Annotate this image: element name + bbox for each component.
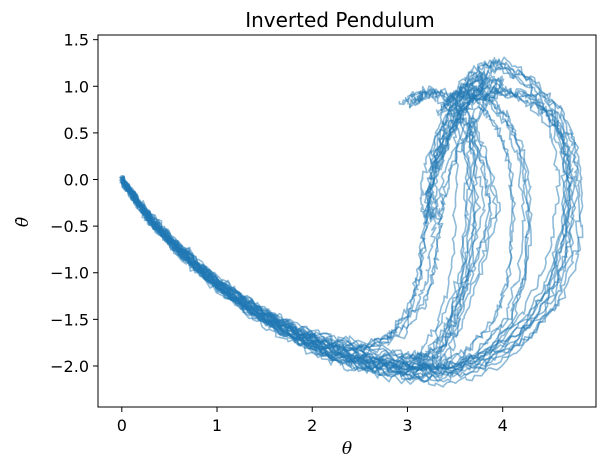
plot-area [118,56,584,388]
y-tick-label: 1.5 [64,31,89,50]
x-tick-label: 1 [212,416,222,435]
y-tick-label: −0.5 [50,217,89,236]
trajectory-line [119,85,486,369]
y-tick-label: −1.0 [50,264,89,283]
y-axis-label: θ̇ [13,217,33,227]
y-axis-ticks: 1.5 1.0 0.5 0.0 −0.5 −1.0 −1.5 −2.0 [50,31,98,376]
trajectory-line [119,59,572,383]
trajectory-line [122,63,574,375]
x-tick-label: 4 [498,416,508,435]
x-tick-label: 2 [307,416,317,435]
trajectory-line [120,119,475,374]
trajectory-line [121,115,477,369]
x-axis-label: θ [342,439,352,459]
y-tick-label: −2.0 [50,357,89,376]
trajectory-line [120,56,577,388]
y-tick-label: 1.0 [64,77,89,96]
x-axis-ticks: 0 1 2 3 4 [117,407,508,435]
trajectory-line [120,59,568,383]
y-tick-label: −1.5 [50,310,89,329]
chart-title: Inverted Pendulum [245,8,435,32]
x-tick-label: 0 [117,416,127,435]
x-tick-label: 3 [402,416,412,435]
trajectory-line [122,87,573,371]
trajectory-line [122,83,531,381]
y-tick-label: 0.0 [64,171,89,190]
trajectory-line [123,88,531,372]
trajectory-line [121,87,575,370]
trajectory-layer [118,56,584,388]
y-tick-label: 0.5 [64,124,89,143]
plot-frame [97,34,597,408]
